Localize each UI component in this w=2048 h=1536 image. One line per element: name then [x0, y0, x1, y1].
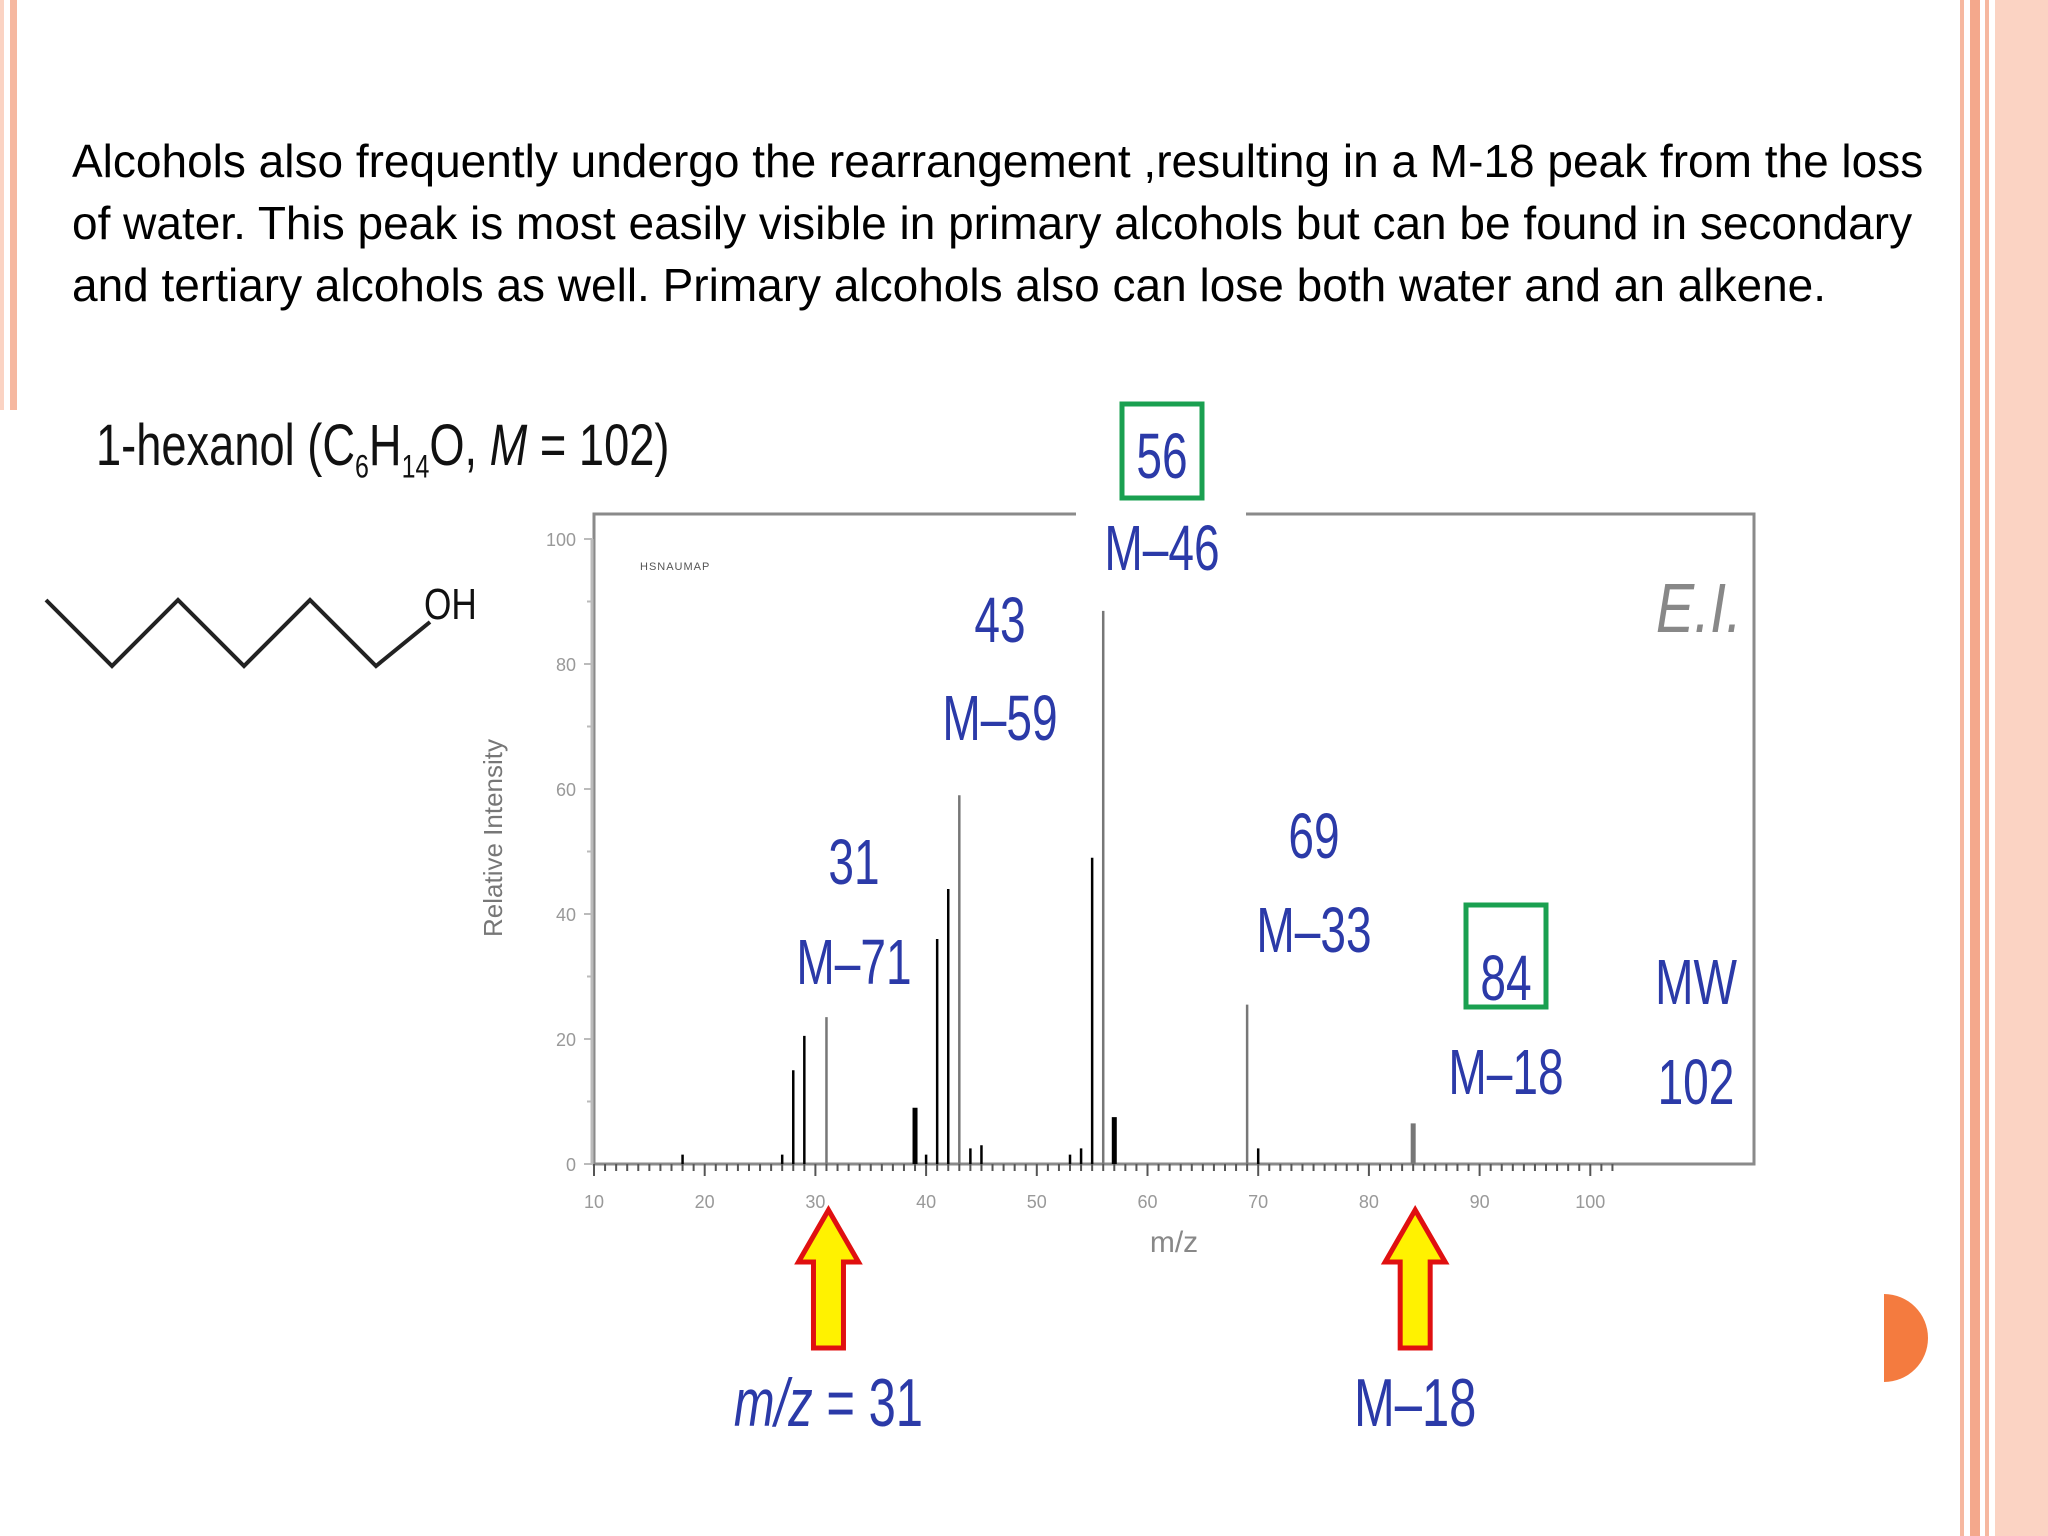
x-tick-label: 40 — [916, 1192, 936, 1212]
left-border-accent — [10, 0, 17, 410]
x-axis: 10 20 30 40 50 60 70 80 90 100 — [584, 1164, 1614, 1212]
annotation-56: 56 M–46 — [1076, 401, 1246, 584]
annotation-box — [1463, 902, 1549, 1010]
y-tick-label: 100 — [546, 530, 576, 550]
right-border-band — [1995, 0, 2048, 1536]
plot-frame — [592, 512, 1756, 1166]
annotation-mz-label: 69 — [1288, 801, 1339, 872]
x-tick-label: 70 — [1248, 1192, 1268, 1212]
x-tick-label: 30 — [805, 1192, 825, 1212]
annotation-69: 69 M–33 — [1256, 801, 1371, 966]
y-tick-label: 0 — [566, 1155, 576, 1175]
y-axis: 0 20 40 60 80 100 — [546, 530, 594, 1175]
y-tick-label: 80 — [556, 655, 576, 675]
highlight-arrow-31: m/z = 31 — [734, 1204, 923, 1441]
x-tick-label: 100 — [1575, 1192, 1605, 1212]
annotation-84: 84 M–18 — [1448, 902, 1564, 1108]
arrow-up-icon — [794, 1204, 863, 1351]
annotation-mz-label: 43 — [974, 585, 1025, 656]
annotation-loss-label: M–59 — [942, 683, 1057, 754]
x-tick-label: 60 — [1137, 1192, 1157, 1212]
annotation-loss-label: M–33 — [1256, 895, 1371, 966]
x-tick-label: 80 — [1359, 1192, 1379, 1212]
x-axis-title: m/z — [1150, 1226, 1198, 1259]
y-tick-label: 20 — [556, 1030, 576, 1050]
x-tick-label: 20 — [695, 1192, 715, 1212]
arrow-caption: m/z = 31 — [734, 1364, 923, 1441]
annotation-box — [1119, 401, 1205, 501]
y-axis-title: Relative Intensity — [478, 739, 508, 937]
spectrum-header-label: HSNAUMAP — [640, 561, 710, 573]
compound-title: 1-hexanol (C6H14O, M = 102) — [96, 413, 670, 485]
annotation-mz-label: 31 — [828, 827, 879, 898]
right-border-stripe-3 — [1985, 0, 1989, 1536]
annotation-31: 31 M–71 — [796, 827, 911, 998]
arrow-up-icon — [1380, 1204, 1450, 1351]
hydroxyl-label: OH — [424, 580, 477, 629]
annotation-loss-label: 102 — [1658, 1047, 1735, 1118]
annotation-mw: MW 102 — [1655, 947, 1737, 1118]
arrow-caption: M–18 — [1354, 1364, 1476, 1441]
x-tick-label: 90 — [1470, 1192, 1490, 1212]
right-border-stripe-2 — [1970, 0, 1980, 1536]
annotation-backdrop — [1076, 512, 1246, 576]
annotation-loss-label: M–71 — [796, 927, 911, 998]
next-slide-tab[interactable] — [1884, 1294, 1928, 1382]
ionization-label: E.I. — [1656, 569, 1742, 648]
annotation-mz-label: 84 — [1480, 943, 1531, 1014]
annotation-mz-label: 56 — [1136, 421, 1187, 492]
x-tick-label: 50 — [1027, 1192, 1047, 1212]
annotation-mz-label: MW — [1655, 947, 1737, 1018]
right-border-stripe-1 — [1960, 0, 1964, 1536]
highlight-arrow-84: M–18 — [1354, 1204, 1476, 1441]
annotation-loss-label: M–18 — [1448, 1037, 1563, 1108]
annotation-loss-label: M–46 — [1104, 513, 1219, 584]
annotation-43: 43 M–59 — [942, 585, 1057, 754]
left-border-light — [0, 0, 4, 410]
body-paragraph: Alcohols also frequently undergo the rea… — [72, 135, 1924, 311]
peak-annotations: 31 M–71 43 M–59 56 M–46 69 M–33 84 M–18 MW 102 — [796, 401, 1737, 1118]
x-tick-label: 10 — [584, 1192, 604, 1212]
peaks — [681, 610, 1416, 1164]
highlight-arrows: m/z = 31 M–18 — [734, 1204, 1476, 1441]
y-tick-label: 60 — [556, 780, 576, 800]
y-tick-label: 40 — [556, 905, 576, 925]
